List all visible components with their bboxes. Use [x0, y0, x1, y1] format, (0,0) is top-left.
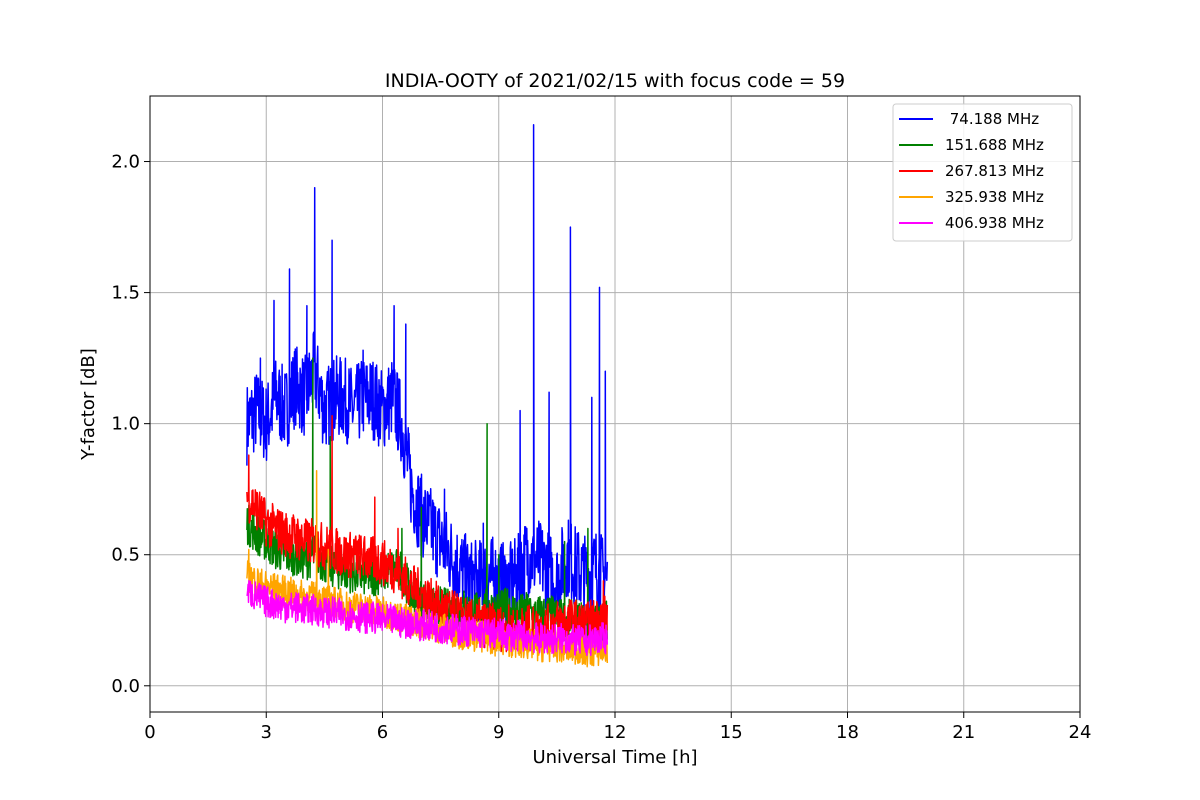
y-tick-label: 0.0: [111, 676, 140, 697]
x-tick-label: 3: [261, 722, 272, 743]
legend-entry: 406.938 MHz: [945, 214, 1044, 232]
legend-box: [892, 103, 1073, 242]
x-tick-label: 15: [720, 722, 743, 743]
y-tick-label: 2.0: [111, 152, 140, 173]
legend-entry: 267.813 MHz: [945, 162, 1044, 180]
y-axis-label: Y-factor [dB]: [78, 348, 99, 461]
legend-entry: 325.938 MHz: [945, 188, 1044, 206]
x-tick-label: 9: [493, 722, 504, 743]
legend-entry: 74.188 MHz: [945, 110, 1039, 128]
legend-entry: 151.688 MHz: [945, 136, 1044, 154]
y-axis: 0.0 0.5 1.0 1.5 2.0: [111, 152, 150, 697]
series-layer: [246, 124, 609, 668]
x-axis: 0 3 6 9 12 15 18 21 24: [144, 712, 1091, 743]
x-tick-label: 0: [144, 722, 155, 743]
x-tick-label: 21: [952, 722, 975, 743]
y-tick-label: 0.5: [111, 545, 140, 566]
chart-title: INDIA-OOTY of 2021/02/15 with focus code…: [385, 70, 845, 92]
x-tick-label: 12: [604, 722, 627, 743]
series-line: [246, 580, 609, 657]
y-tick-label: 1.0: [111, 414, 140, 435]
x-tick-label: 24: [1069, 722, 1092, 743]
x-tick-label: 18: [836, 722, 859, 743]
series-line: [246, 124, 609, 627]
x-tick-label: 6: [377, 722, 388, 743]
x-axis-label: Universal Time [h]: [532, 747, 697, 768]
y-tick-label: 1.5: [111, 283, 140, 304]
legend: 74.188 MHz 151.688 MHz 267.813 MHz 325.938 …: [892, 103, 1073, 242]
